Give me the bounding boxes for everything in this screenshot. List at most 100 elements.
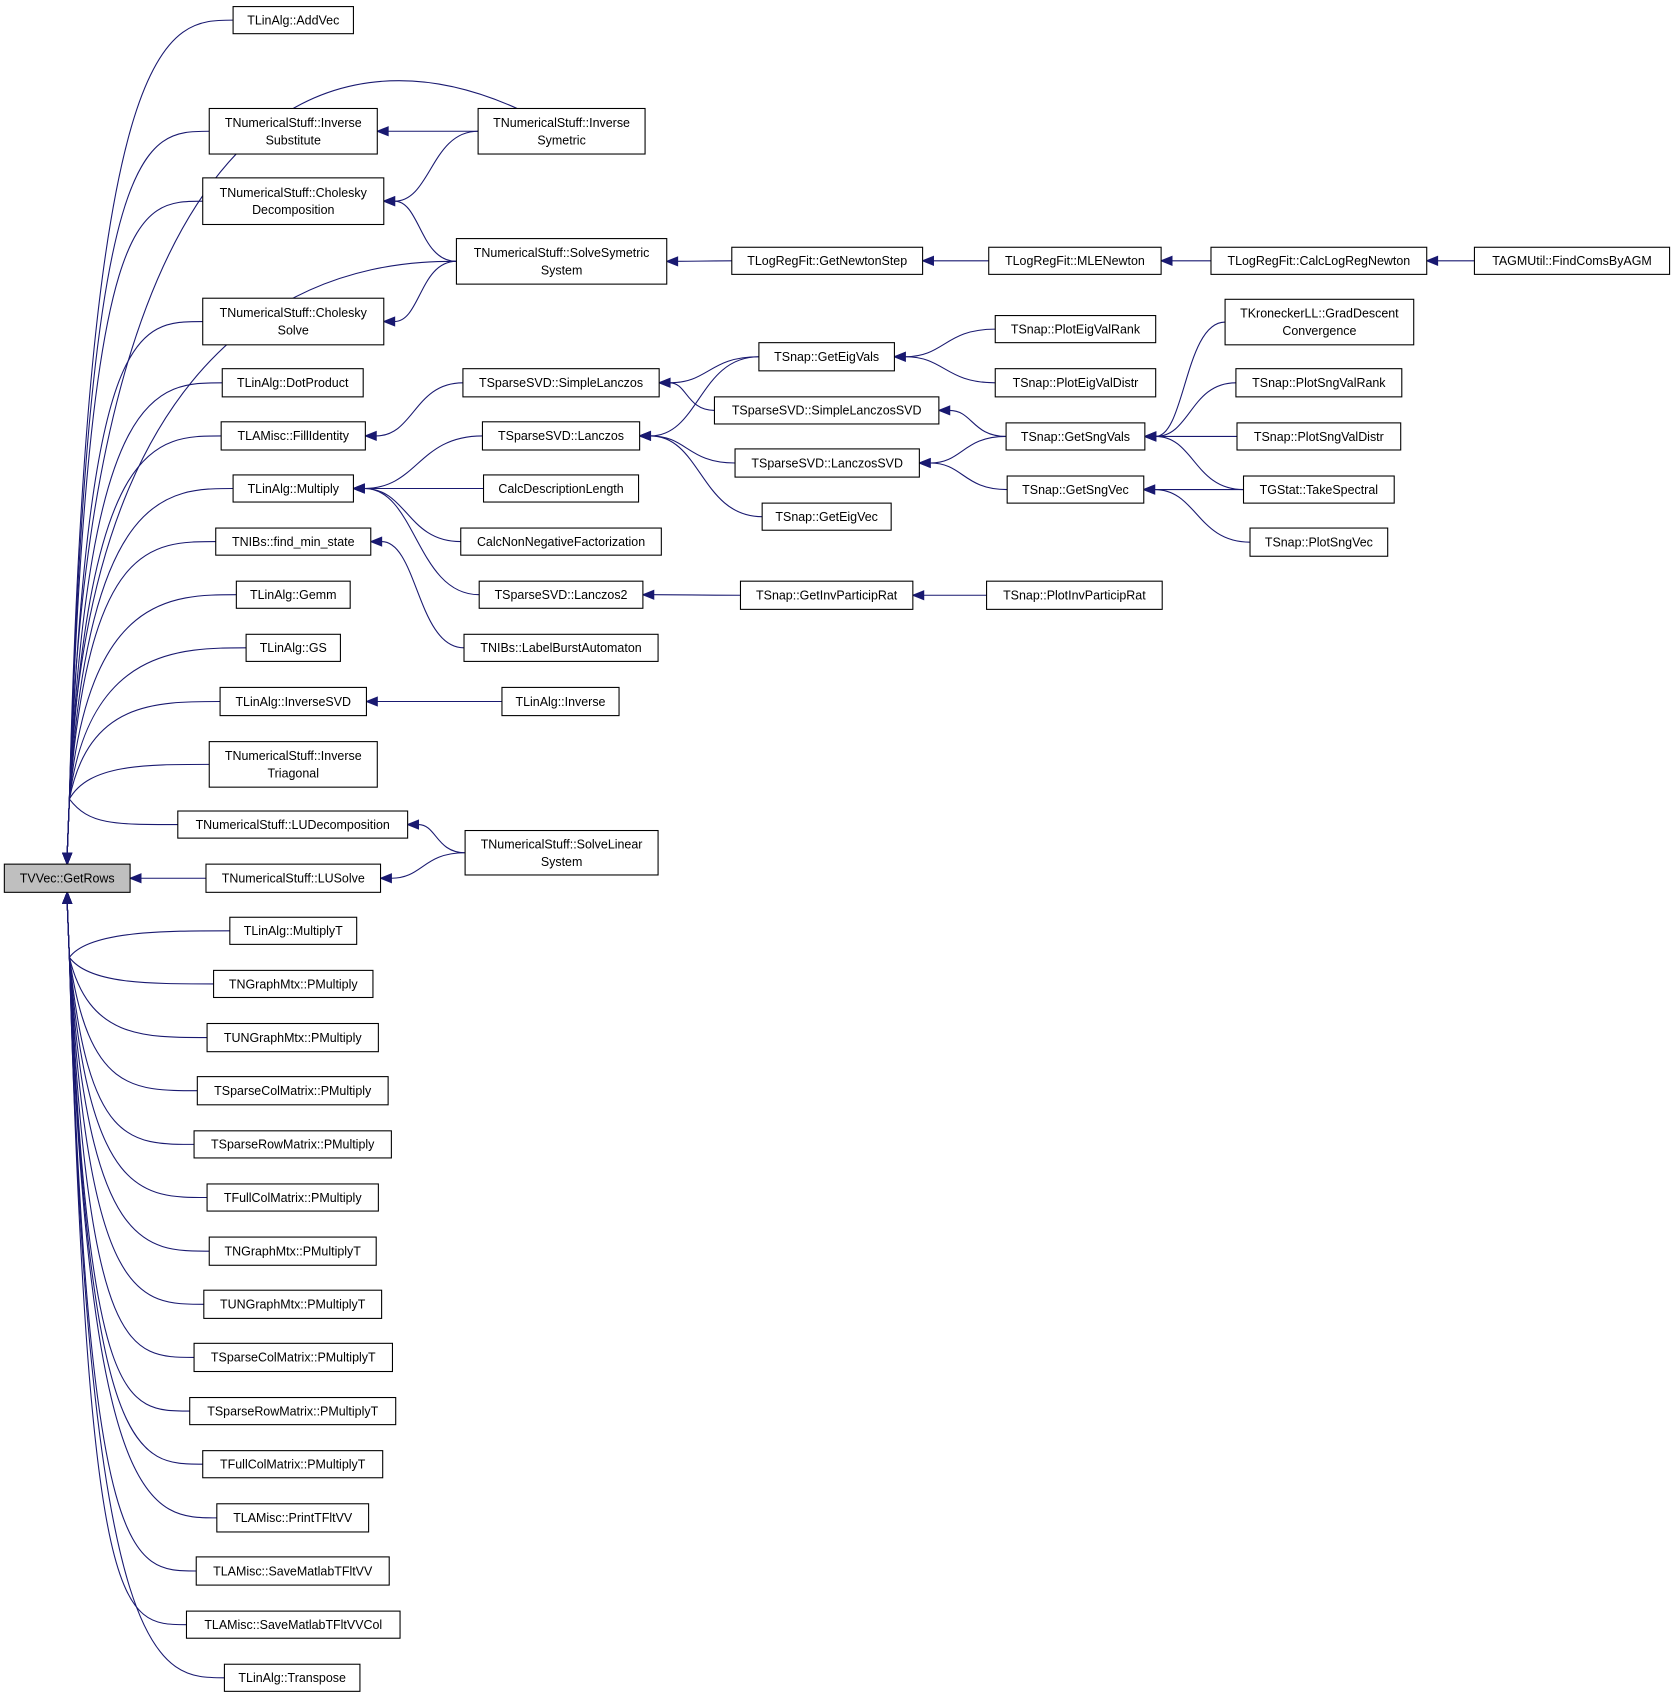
node-box xyxy=(477,107,646,155)
node-ngpmt[interactable]: TNGraphMtx::PMultiplyT xyxy=(208,1236,377,1266)
node-box xyxy=(988,246,1162,275)
node-box xyxy=(761,502,892,531)
node-box xyxy=(1005,422,1146,451)
node-plotsngdistr[interactable]: TSnap::PlotSngValDistr xyxy=(1236,422,1402,451)
node-transpose[interactable]: TLinAlg::Transpose xyxy=(223,1663,361,1692)
node-label: TSparseSVD::SimpleLanczos xyxy=(479,376,643,390)
node-label: TVVec::GetRows xyxy=(20,872,115,886)
edges xyxy=(62,19,1475,1679)
node-label: TFullColMatrix::PMultiplyT xyxy=(220,1458,366,1472)
edge-fcpmt-to-getrows xyxy=(66,903,203,1465)
node-label: TLinAlg::DotProduct xyxy=(237,376,349,390)
node-calcnonneg[interactable]: CalcNonNegativeFactorization xyxy=(460,527,662,556)
node-addvec[interactable]: TLinAlg::AddVec xyxy=(232,6,354,35)
node-getinvpr[interactable]: TSnap::GetInvParticipRat xyxy=(739,580,914,610)
node-fcpm[interactable]: TFullColMatrix::PMultiply xyxy=(206,1183,379,1212)
node-plotsngvec[interactable]: TSnap::PlotSngVec xyxy=(1249,527,1389,557)
node-multiply[interactable]: TLinAlg::Multiply xyxy=(232,474,354,503)
node-geteigvec[interactable]: TSnap::GetEigVec xyxy=(761,502,892,531)
node-ngpm[interactable]: TNGraphMtx::PMultiply xyxy=(213,969,374,999)
node-label: TNIBs::LabelBurstAutomaton xyxy=(480,641,641,655)
node-label: Convergence xyxy=(1282,324,1356,338)
node-findmin[interactable]: TNIBs::find_min_state xyxy=(215,527,372,556)
node-ungpmt[interactable]: TUNGraphMtx::PMultiplyT xyxy=(203,1289,383,1319)
edge-ungpmt-to-getrows xyxy=(66,903,204,1305)
node-scpmt[interactable]: TSparseColMatrix::PMultiplyT xyxy=(193,1342,394,1373)
node-takespectral[interactable]: TGStat::TakeSpectral xyxy=(1242,475,1395,504)
arrowhead-icon xyxy=(382,316,396,327)
arrowhead-icon xyxy=(128,873,142,884)
node-label: TLinAlg::InverseSVD xyxy=(235,695,351,709)
node-simplelanczossvd[interactable]: TSparseSVD::SimpleLanczosSVD xyxy=(713,396,940,425)
edge-geteigvec-to-lanczos xyxy=(650,435,763,518)
node-newtonstep[interactable]: TLogRegFit::GetNewtonStep xyxy=(731,246,924,275)
edge-solvesym-to-cholsolve xyxy=(394,260,457,323)
node-box xyxy=(462,368,660,398)
node-plotsngrank[interactable]: TSnap::PlotSngValRank xyxy=(1235,368,1403,398)
node-getsngvals[interactable]: TSnap::GetSngVals xyxy=(1005,422,1146,451)
arrowhead-icon xyxy=(379,873,392,884)
node-ungpm[interactable]: TUNGraphMtx::PMultiply xyxy=(206,1022,379,1053)
node-box xyxy=(205,863,382,893)
node-multt[interactable]: TLinAlg::MultiplyT xyxy=(229,916,358,945)
node-mlenewton[interactable]: TLogRegFit::MLENewton xyxy=(988,246,1162,275)
node-box xyxy=(193,1342,394,1373)
node-box xyxy=(482,474,640,503)
node-label: TNumericalStuff::Cholesky xyxy=(220,306,368,320)
node-lanczossvd[interactable]: TSparseSVD::LanczosSVD xyxy=(734,448,920,478)
arrowhead-icon xyxy=(657,377,671,388)
node-findcoms[interactable]: TAGMUtil::FindComsByAGM xyxy=(1473,246,1671,275)
node-ploteigrank[interactable]: TSnap::PlotEigValRank xyxy=(994,315,1157,344)
node-calcdesc[interactable]: CalcDescriptionLength xyxy=(482,474,640,503)
edge-savevv-to-getrows xyxy=(66,903,197,1572)
node-ploteigdistr[interactable]: TSnap::PlotEigValDistr xyxy=(994,368,1157,398)
node-box xyxy=(202,1450,384,1479)
node-label: TNumericalStuff::SolveLinear xyxy=(481,837,643,851)
node-printvv[interactable]: TLAMisc::PrintTFltVV xyxy=(216,1503,370,1533)
node-label: TFullColMatrix::PMultiply xyxy=(224,1191,362,1205)
node-inverse[interactable]: TLinAlg::Inverse xyxy=(501,686,620,717)
node-label: TSparseSVD::Lanczos2 xyxy=(495,588,628,602)
node-calclogreg[interactable]: TLogRegFit::CalcLogRegNewton xyxy=(1210,246,1428,275)
node-gemm[interactable]: TLinAlg::Gemm xyxy=(235,580,351,609)
edge-ngpmt-to-getrows xyxy=(66,903,210,1252)
node-box xyxy=(208,107,378,155)
node-lanczos[interactable]: TSparseSVD::Lanczos xyxy=(481,421,641,451)
node-srpmt[interactable]: TSparseRowMatrix::PMultiplyT xyxy=(189,1396,397,1426)
node-label: TKroneckerLL::GradDescent xyxy=(1240,307,1399,321)
node-savevvcol[interactable]: TLAMisc::SaveMatlabTFltVVCol xyxy=(185,1610,401,1639)
arrowhead-icon xyxy=(911,590,925,601)
node-label: System xyxy=(541,263,583,277)
node-fcpmt[interactable]: TFullColMatrix::PMultiplyT xyxy=(202,1450,384,1479)
node-plotinvpr[interactable]: TSnap::PlotInvParticipRat xyxy=(986,580,1163,610)
node-label: TSparseSVD::Lanczos xyxy=(498,429,624,443)
node-getrows[interactable]: TVVec::GetRows xyxy=(3,863,131,893)
node-box xyxy=(460,527,662,556)
node-lanczos2[interactable]: TSparseSVD::Lanczos2 xyxy=(478,580,644,609)
node-scpm[interactable]: TSparseColMatrix::PMultiply xyxy=(196,1076,389,1106)
node-invsvd[interactable]: TLinAlg::InverseSVD xyxy=(219,686,367,717)
node-labelburst[interactable]: TNIBs::LabelBurstAutomaton xyxy=(463,633,659,662)
node-gs[interactable]: TLinAlg::GS xyxy=(245,633,341,662)
node-srpm[interactable]: TSparseRowMatrix::PMultiply xyxy=(193,1130,392,1159)
node-dotprod[interactable]: TLinAlg::DotProduct xyxy=(221,368,364,398)
node-ludec[interactable]: TNumericalStuff::LUDecomposition xyxy=(177,810,409,839)
edge-multt-to-getrows xyxy=(66,903,230,959)
node-box xyxy=(3,863,131,893)
node-fillid[interactable]: TLAMisc::FillIdentity xyxy=(220,421,366,451)
node-lusolve[interactable]: TNumericalStuff::LUSolve xyxy=(205,863,382,893)
node-simplelanczos[interactable]: TSparseSVD::SimpleLanczos xyxy=(462,368,660,398)
node-geteigvals[interactable]: TSnap::GetEigVals xyxy=(758,342,895,372)
node-savevv[interactable]: TLAMisc::SaveMatlabTFltVV xyxy=(195,1556,390,1586)
node-label: TSnap::GetEigVals xyxy=(774,350,879,364)
node-getsngvec[interactable]: TSnap::GetSngVec xyxy=(1006,475,1145,504)
node-label: TNGraphMtx::PMultiply xyxy=(229,977,358,991)
